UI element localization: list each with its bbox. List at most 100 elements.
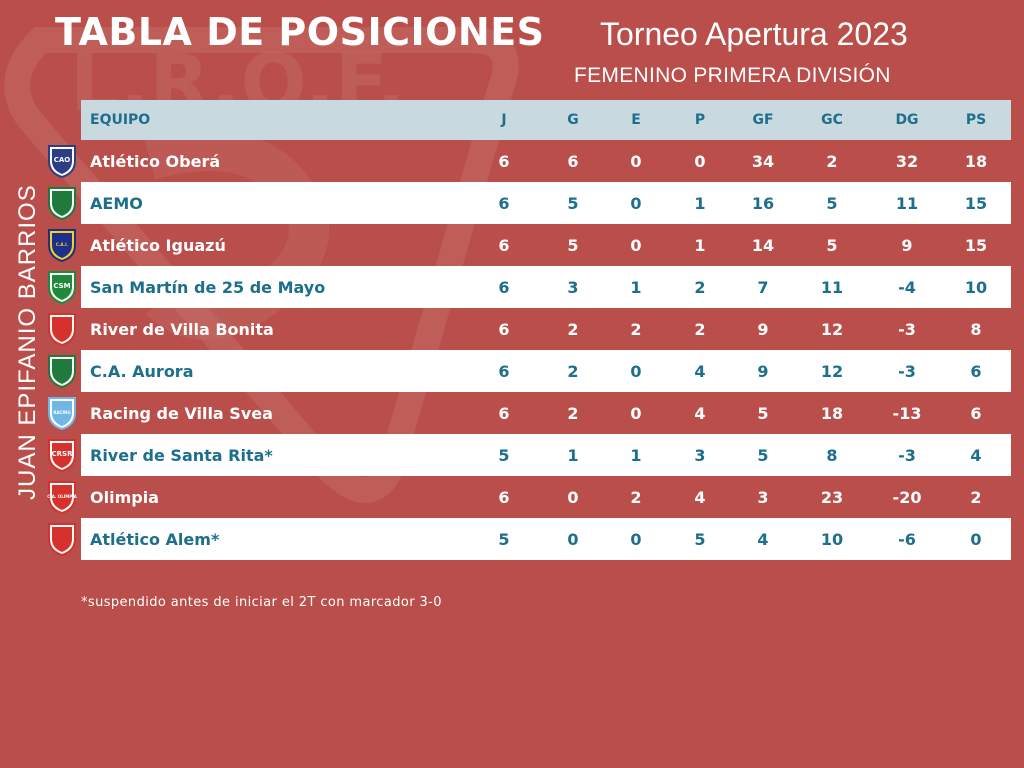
lost: 4 bbox=[694, 487, 706, 507]
goals-against: 12 bbox=[820, 361, 844, 381]
points: 15 bbox=[964, 235, 988, 255]
played: 5 bbox=[498, 529, 510, 549]
goals-against: 10 bbox=[820, 529, 844, 549]
points: 6 bbox=[970, 361, 982, 381]
drawn: 1 bbox=[630, 445, 642, 465]
goals-for: 14 bbox=[751, 235, 775, 255]
played: 6 bbox=[498, 487, 510, 507]
drawn: 2 bbox=[630, 319, 642, 339]
drawn: 0 bbox=[630, 193, 642, 213]
won: 3 bbox=[567, 277, 579, 297]
col-header-drawn: E bbox=[631, 112, 641, 128]
goals-against: 5 bbox=[826, 193, 838, 213]
goals-against: 5 bbox=[826, 235, 838, 255]
table-row: Olimpia 6 0 2 4 3 23 -20 2 bbox=[81, 476, 1011, 518]
col-header-goal-diff: DG bbox=[895, 112, 919, 128]
table-row: Atlético Oberá 6 6 0 0 34 2 32 18 bbox=[81, 140, 1011, 182]
points: 0 bbox=[970, 529, 982, 549]
division-name: FEMENINO PRIMERA DIVISIÓN bbox=[574, 64, 891, 87]
played: 6 bbox=[498, 277, 510, 297]
crest-text: RACING bbox=[53, 410, 70, 415]
team-name: River de Santa Rita* bbox=[90, 445, 273, 465]
points: 6 bbox=[970, 403, 982, 423]
lost: 3 bbox=[694, 445, 706, 465]
goal-diff: -3 bbox=[898, 361, 916, 381]
lost: 2 bbox=[694, 319, 706, 339]
crest-text: CAO bbox=[54, 156, 71, 164]
table-row: Racing de Villa Svea 6 2 0 4 5 18 -13 6 bbox=[81, 392, 1011, 434]
points: 10 bbox=[964, 277, 988, 297]
lost: 5 bbox=[694, 529, 706, 549]
points: 18 bbox=[964, 151, 988, 171]
drawn: 0 bbox=[630, 235, 642, 255]
table-row: Atlético Iguazú 6 5 0 1 14 5 9 15 bbox=[81, 224, 1011, 266]
won: 0 bbox=[567, 529, 579, 549]
col-header-goals-against: GC bbox=[821, 112, 843, 128]
won: 5 bbox=[567, 193, 579, 213]
won: 6 bbox=[567, 151, 579, 171]
aurora-crest-icon bbox=[45, 353, 79, 389]
goal-diff: -4 bbox=[898, 277, 916, 297]
table-row: Atlético Alem* 5 0 0 5 4 10 -6 0 bbox=[81, 518, 1011, 560]
cao-crest-icon: CAO bbox=[45, 143, 79, 179]
olimpia-crest-icon: C.A. OLIMPIA bbox=[45, 479, 79, 515]
team-name: Racing de Villa Svea bbox=[90, 403, 273, 423]
team-name: Olimpia bbox=[90, 487, 159, 507]
drawn: 0 bbox=[630, 403, 642, 423]
team-name: Atlético Iguazú bbox=[90, 235, 226, 255]
goal-diff: -6 bbox=[898, 529, 916, 549]
goals-against: 18 bbox=[820, 403, 844, 423]
drawn: 0 bbox=[630, 529, 642, 549]
alem-crest-icon bbox=[45, 521, 79, 557]
col-header-points: PS bbox=[965, 112, 987, 128]
goals-for: 5 bbox=[757, 403, 769, 423]
goals-for: 9 bbox=[757, 361, 769, 381]
played: 6 bbox=[498, 361, 510, 381]
goal-diff: -13 bbox=[892, 403, 922, 423]
played: 6 bbox=[498, 151, 510, 171]
csm-crest-icon: CSM bbox=[45, 269, 79, 305]
goals-for: 3 bbox=[757, 487, 769, 507]
crest-text: CRSR bbox=[52, 450, 74, 458]
team-name: San Martín de 25 de Mayo bbox=[90, 277, 326, 297]
table-row: River de Villa Bonita 6 2 2 2 9 12 -3 8 bbox=[81, 308, 1011, 350]
goal-diff: 9 bbox=[901, 235, 913, 255]
goal-diff: 11 bbox=[895, 193, 919, 213]
points: 4 bbox=[970, 445, 982, 465]
team-name: Atlético Oberá bbox=[90, 151, 221, 171]
team-name: AEMO bbox=[90, 193, 143, 213]
goals-against: 8 bbox=[826, 445, 838, 465]
goal-diff: 32 bbox=[895, 151, 919, 171]
points: 2 bbox=[970, 487, 982, 507]
col-header-lost: P bbox=[694, 112, 706, 128]
won: 2 bbox=[567, 403, 579, 423]
table-row: San Martín de 25 de Mayo 6 3 1 2 7 11 -4 10 bbox=[81, 266, 1011, 308]
table-header: EQUIPO J G E P GF GC DG PS bbox=[81, 100, 1011, 140]
team-name: Atlético Alem* bbox=[90, 529, 220, 549]
lost: 4 bbox=[694, 403, 706, 423]
goals-for: 4 bbox=[757, 529, 769, 549]
tournament-name: Torneo Apertura 2023 bbox=[600, 16, 908, 52]
drawn: 2 bbox=[630, 487, 642, 507]
standings-table: EQUIPO J G E P GF GC DG PS Atlético Ober… bbox=[81, 100, 1011, 560]
played: 6 bbox=[498, 193, 510, 213]
crest-text: C.A.I. bbox=[56, 242, 69, 247]
played: 6 bbox=[498, 403, 510, 423]
team-name: C.A. Aurora bbox=[90, 361, 194, 381]
points: 8 bbox=[970, 319, 982, 339]
table-row: C.A. Aurora 6 2 0 4 9 12 -3 6 bbox=[81, 350, 1011, 392]
table-row: AEMO 6 5 0 1 16 5 11 15 bbox=[81, 182, 1011, 224]
lost: 1 bbox=[694, 235, 706, 255]
col-header-won: G bbox=[567, 112, 579, 128]
col-header-team: EQUIPO bbox=[90, 112, 151, 128]
footnote: *suspendido antes de iniciar el 2T con m… bbox=[81, 595, 442, 610]
goal-diff: -3 bbox=[898, 445, 916, 465]
drawn: 0 bbox=[630, 151, 642, 171]
won: 1 bbox=[567, 445, 579, 465]
goals-for: 16 bbox=[751, 193, 775, 213]
goals-against: 23 bbox=[820, 487, 844, 507]
won: 2 bbox=[567, 361, 579, 381]
goals-against: 2 bbox=[826, 151, 838, 171]
crest-text: C.A. OLIMPIA bbox=[47, 494, 77, 499]
racing-crest-icon: RACING bbox=[45, 395, 79, 431]
